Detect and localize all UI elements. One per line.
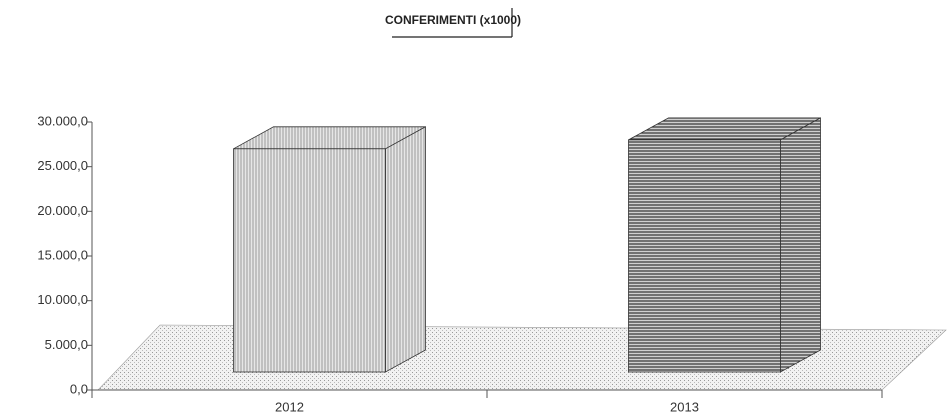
bar-side — [385, 126, 426, 373]
y-tick-label: 0,0 — [70, 381, 88, 396]
y-tick-label: 30.000,0 — [37, 113, 88, 128]
chart-title: CONFERIMENTI (x1000) — [385, 13, 521, 27]
y-tick-label: 10.000,0 — [37, 292, 88, 307]
bar — [233, 148, 386, 373]
bar-side — [780, 117, 821, 373]
y-tick-label: 25.000,0 — [37, 158, 88, 173]
y-tick-label: 5.000,0 — [45, 337, 88, 352]
x-tick-label: 2013 — [670, 399, 699, 414]
bar — [628, 139, 781, 373]
y-tick-label: 20.000,0 — [37, 203, 88, 218]
y-tick-label: 15.000,0 — [37, 247, 88, 262]
x-tick-label: 2012 — [275, 399, 304, 414]
